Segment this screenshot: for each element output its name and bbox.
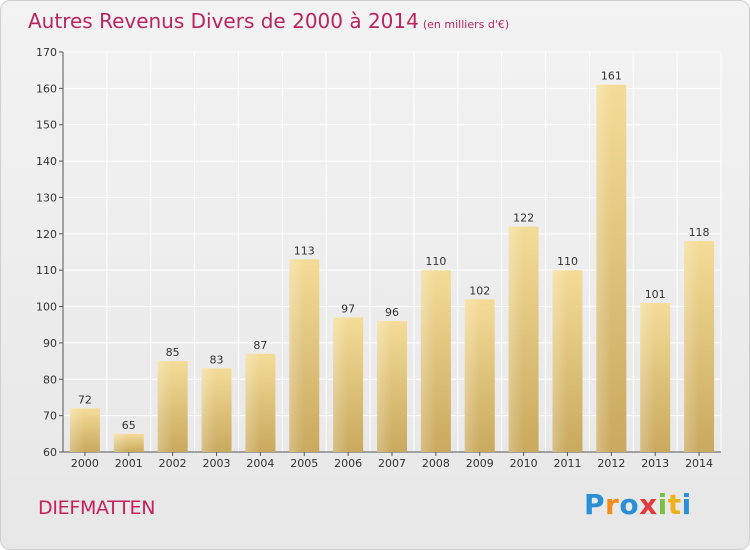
bar-highlight	[508, 226, 524, 452]
bar-highlight	[420, 270, 436, 452]
value-label-2009: 102	[469, 284, 490, 297]
bar-highlight	[69, 408, 85, 452]
value-label-2003: 83	[210, 353, 224, 366]
y-tick-label: 170	[36, 46, 57, 59]
logo-letter: r	[605, 488, 620, 521]
logo-letter: i	[681, 488, 692, 521]
bar-highlight	[464, 299, 480, 452]
y-tick-label: 60	[43, 446, 57, 459]
x-tick-label-2002: 2002	[159, 457, 187, 470]
bar-highlight	[596, 84, 612, 453]
x-tick-label-2010: 2010	[510, 457, 538, 470]
y-tick-label: 70	[43, 410, 57, 423]
value-label-2002: 85	[166, 346, 180, 359]
value-label-2008: 110	[425, 255, 446, 268]
logo-letter: t	[667, 488, 682, 521]
y-tick-label: 110	[36, 264, 57, 277]
value-label-2006: 97	[341, 302, 355, 315]
x-tick-label-2006: 2006	[334, 457, 362, 470]
value-label-2011: 110	[557, 255, 578, 268]
x-tick-label-2005: 2005	[290, 457, 318, 470]
y-tick-label: 140	[36, 155, 57, 168]
bar-highlight	[157, 361, 173, 452]
bar-highlight	[333, 317, 349, 452]
y-tick-label: 160	[36, 82, 57, 95]
chart-title: Autres Revenus Divers de 2000 à 2014 (en …	[28, 9, 509, 33]
value-label-2004: 87	[253, 339, 267, 352]
logo-letter: o	[619, 488, 640, 521]
labels: 72 65 85 83 87 113 97 96 110 102 122 110 161 101 118	[78, 70, 710, 432]
bar-highlight	[552, 270, 568, 452]
x-tick-label-2007: 2007	[378, 457, 406, 470]
value-label-2007: 96	[385, 306, 399, 319]
bar-highlight	[245, 353, 261, 452]
y-tick-label: 100	[36, 301, 57, 314]
logo-letter: P	[584, 488, 606, 521]
logo-letter: i	[657, 488, 668, 521]
y-tick-label: 130	[36, 191, 57, 204]
location-name: DIEFMATTEN	[38, 497, 156, 519]
bar-highlight	[289, 259, 305, 452]
bar-highlight	[201, 368, 217, 452]
proxiti-logo: Proxiti	[584, 488, 692, 521]
value-label-2005: 113	[294, 244, 315, 257]
x-tick-label-2013: 2013	[641, 457, 669, 470]
value-label-2001: 65	[122, 419, 136, 432]
value-label-2013: 101	[645, 288, 666, 301]
value-label-2012: 161	[601, 70, 622, 83]
value-label-2010: 122	[513, 212, 534, 225]
bar-highlight	[113, 433, 129, 452]
bar-highlight	[640, 302, 656, 452]
bar-highlight	[684, 241, 700, 452]
chart-title-text: Autres Revenus Divers de 2000 à 2014	[28, 9, 419, 33]
bars	[69, 84, 715, 453]
y-tick-label: 150	[36, 119, 57, 132]
y-tick-label: 80	[43, 373, 57, 386]
y-tick-label: 120	[36, 228, 57, 241]
value-label-2014: 118	[689, 226, 710, 239]
x-tick-label-2008: 2008	[422, 457, 450, 470]
axes: 60 70 80 90 100 110 120 130 140 150 160 170 2000 2001…	[36, 46, 721, 470]
logo-letter: x	[639, 488, 658, 521]
x-tick-label-2011: 2011	[553, 457, 581, 470]
bar-highlight	[377, 321, 392, 452]
y-tick-label: 90	[43, 337, 57, 350]
value-label-2000: 72	[78, 393, 92, 406]
x-tick-label-2004: 2004	[246, 457, 274, 470]
x-tick-label-2012: 2012	[597, 457, 625, 470]
x-tick-label-2014: 2014	[685, 457, 713, 470]
x-tick-label-2003: 2003	[203, 457, 231, 470]
chart-unit: (en milliers d'€)	[422, 18, 510, 31]
x-tick-label-2009: 2009	[466, 457, 494, 470]
x-tick-label-2000: 2000	[71, 457, 99, 470]
x-tick-label-2001: 2001	[115, 457, 143, 470]
